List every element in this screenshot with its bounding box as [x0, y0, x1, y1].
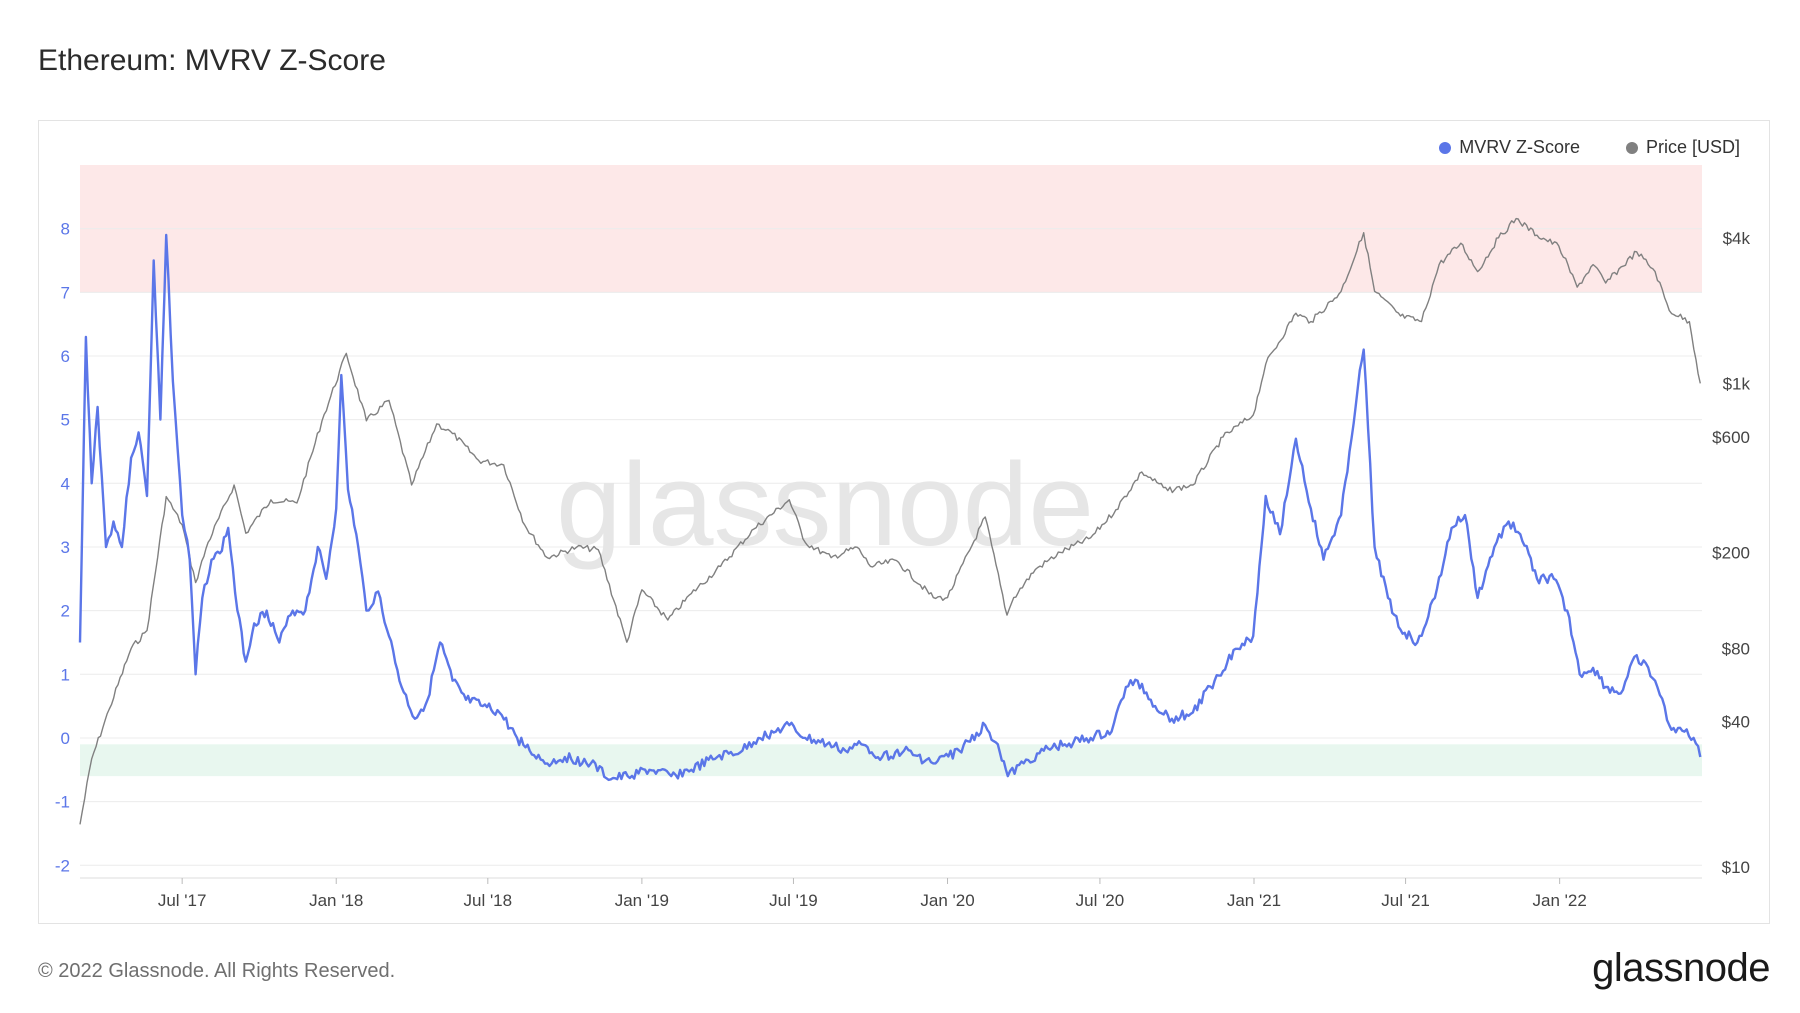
x-tick-label: Jan '18 [309, 891, 363, 910]
y-left-tick-label: 0 [61, 729, 70, 748]
x-tick-label: Jan '21 [1227, 891, 1281, 910]
x-tick-label: Jul '18 [463, 891, 512, 910]
chart-panel [38, 120, 1770, 924]
y-left-tick-label: 2 [61, 602, 70, 621]
y-right-tick-label: $10 [1722, 858, 1750, 877]
x-tick-label: Jan '22 [1532, 891, 1586, 910]
x-tick-label: Jan '20 [920, 891, 974, 910]
y-right-tick-label: $1k [1723, 374, 1751, 393]
x-tick-label: Jan '19 [615, 891, 669, 910]
y-right-tick-label: $4k [1723, 229, 1751, 248]
grid [80, 228, 1702, 866]
y-right-tick-label: $200 [1712, 543, 1750, 562]
x-tick-label: Jul '19 [769, 891, 818, 910]
y-left-tick-label: -2 [55, 856, 70, 875]
y-axis-left: 8 7 6 5 4 3 2 1 0 -1 -2 [55, 220, 70, 876]
x-tick-label: Jul '17 [158, 891, 207, 910]
y-right-tick-label: $40 [1722, 712, 1750, 731]
zone-bottom [80, 744, 1702, 777]
legend-dot-price [1625, 141, 1638, 154]
y-left-tick-label: 3 [61, 538, 70, 557]
x-tick-label: Jul '21 [1381, 891, 1430, 910]
x-axis: Jul '17 Jan '18 Jul '18 Jan '19 Jul '19 Jan '… [80, 877, 1702, 910]
y-right-tick-label: $80 [1722, 640, 1750, 659]
legend-item-price[interactable]: Price [USD] [1625, 137, 1740, 158]
series [78, 217, 1702, 825]
zscore-line [78, 233, 1702, 782]
price-line [79, 217, 1701, 825]
watermark: glassnode [556, 439, 1094, 571]
legend: MVRV Z-Score Price [USD] [1439, 137, 1740, 158]
brand-logo[interactable]: glassnode [1592, 946, 1770, 990]
y-left-tick-label: 5 [61, 411, 70, 430]
x-tick-label: Jul '20 [1076, 891, 1125, 910]
legend-label-zscore: MVRV Z-Score [1459, 137, 1580, 157]
legend-dot-zscore [1439, 141, 1452, 154]
y-left-tick-label: -1 [55, 793, 70, 812]
y-right-tick-label: $600 [1712, 428, 1750, 447]
page-title: Ethereum: MVRV Z-Score [38, 44, 386, 77]
y-left-tick-label: 6 [61, 347, 70, 366]
y-left-tick-label: 1 [61, 665, 70, 684]
legend-label-price: Price [USD] [1645, 137, 1740, 157]
y-axis-right: $4k $1k $600 $200 $80 $40 $10 [1712, 229, 1750, 877]
y-left-tick-label: 4 [61, 474, 70, 493]
y-left-tick-label: 8 [61, 220, 70, 239]
y-left-tick-label: 7 [61, 283, 70, 302]
legend-item-zscore[interactable]: MVRV Z-Score [1439, 137, 1580, 158]
copyright: © 2022 Glassnode. All Rights Reserved. [38, 960, 396, 982]
